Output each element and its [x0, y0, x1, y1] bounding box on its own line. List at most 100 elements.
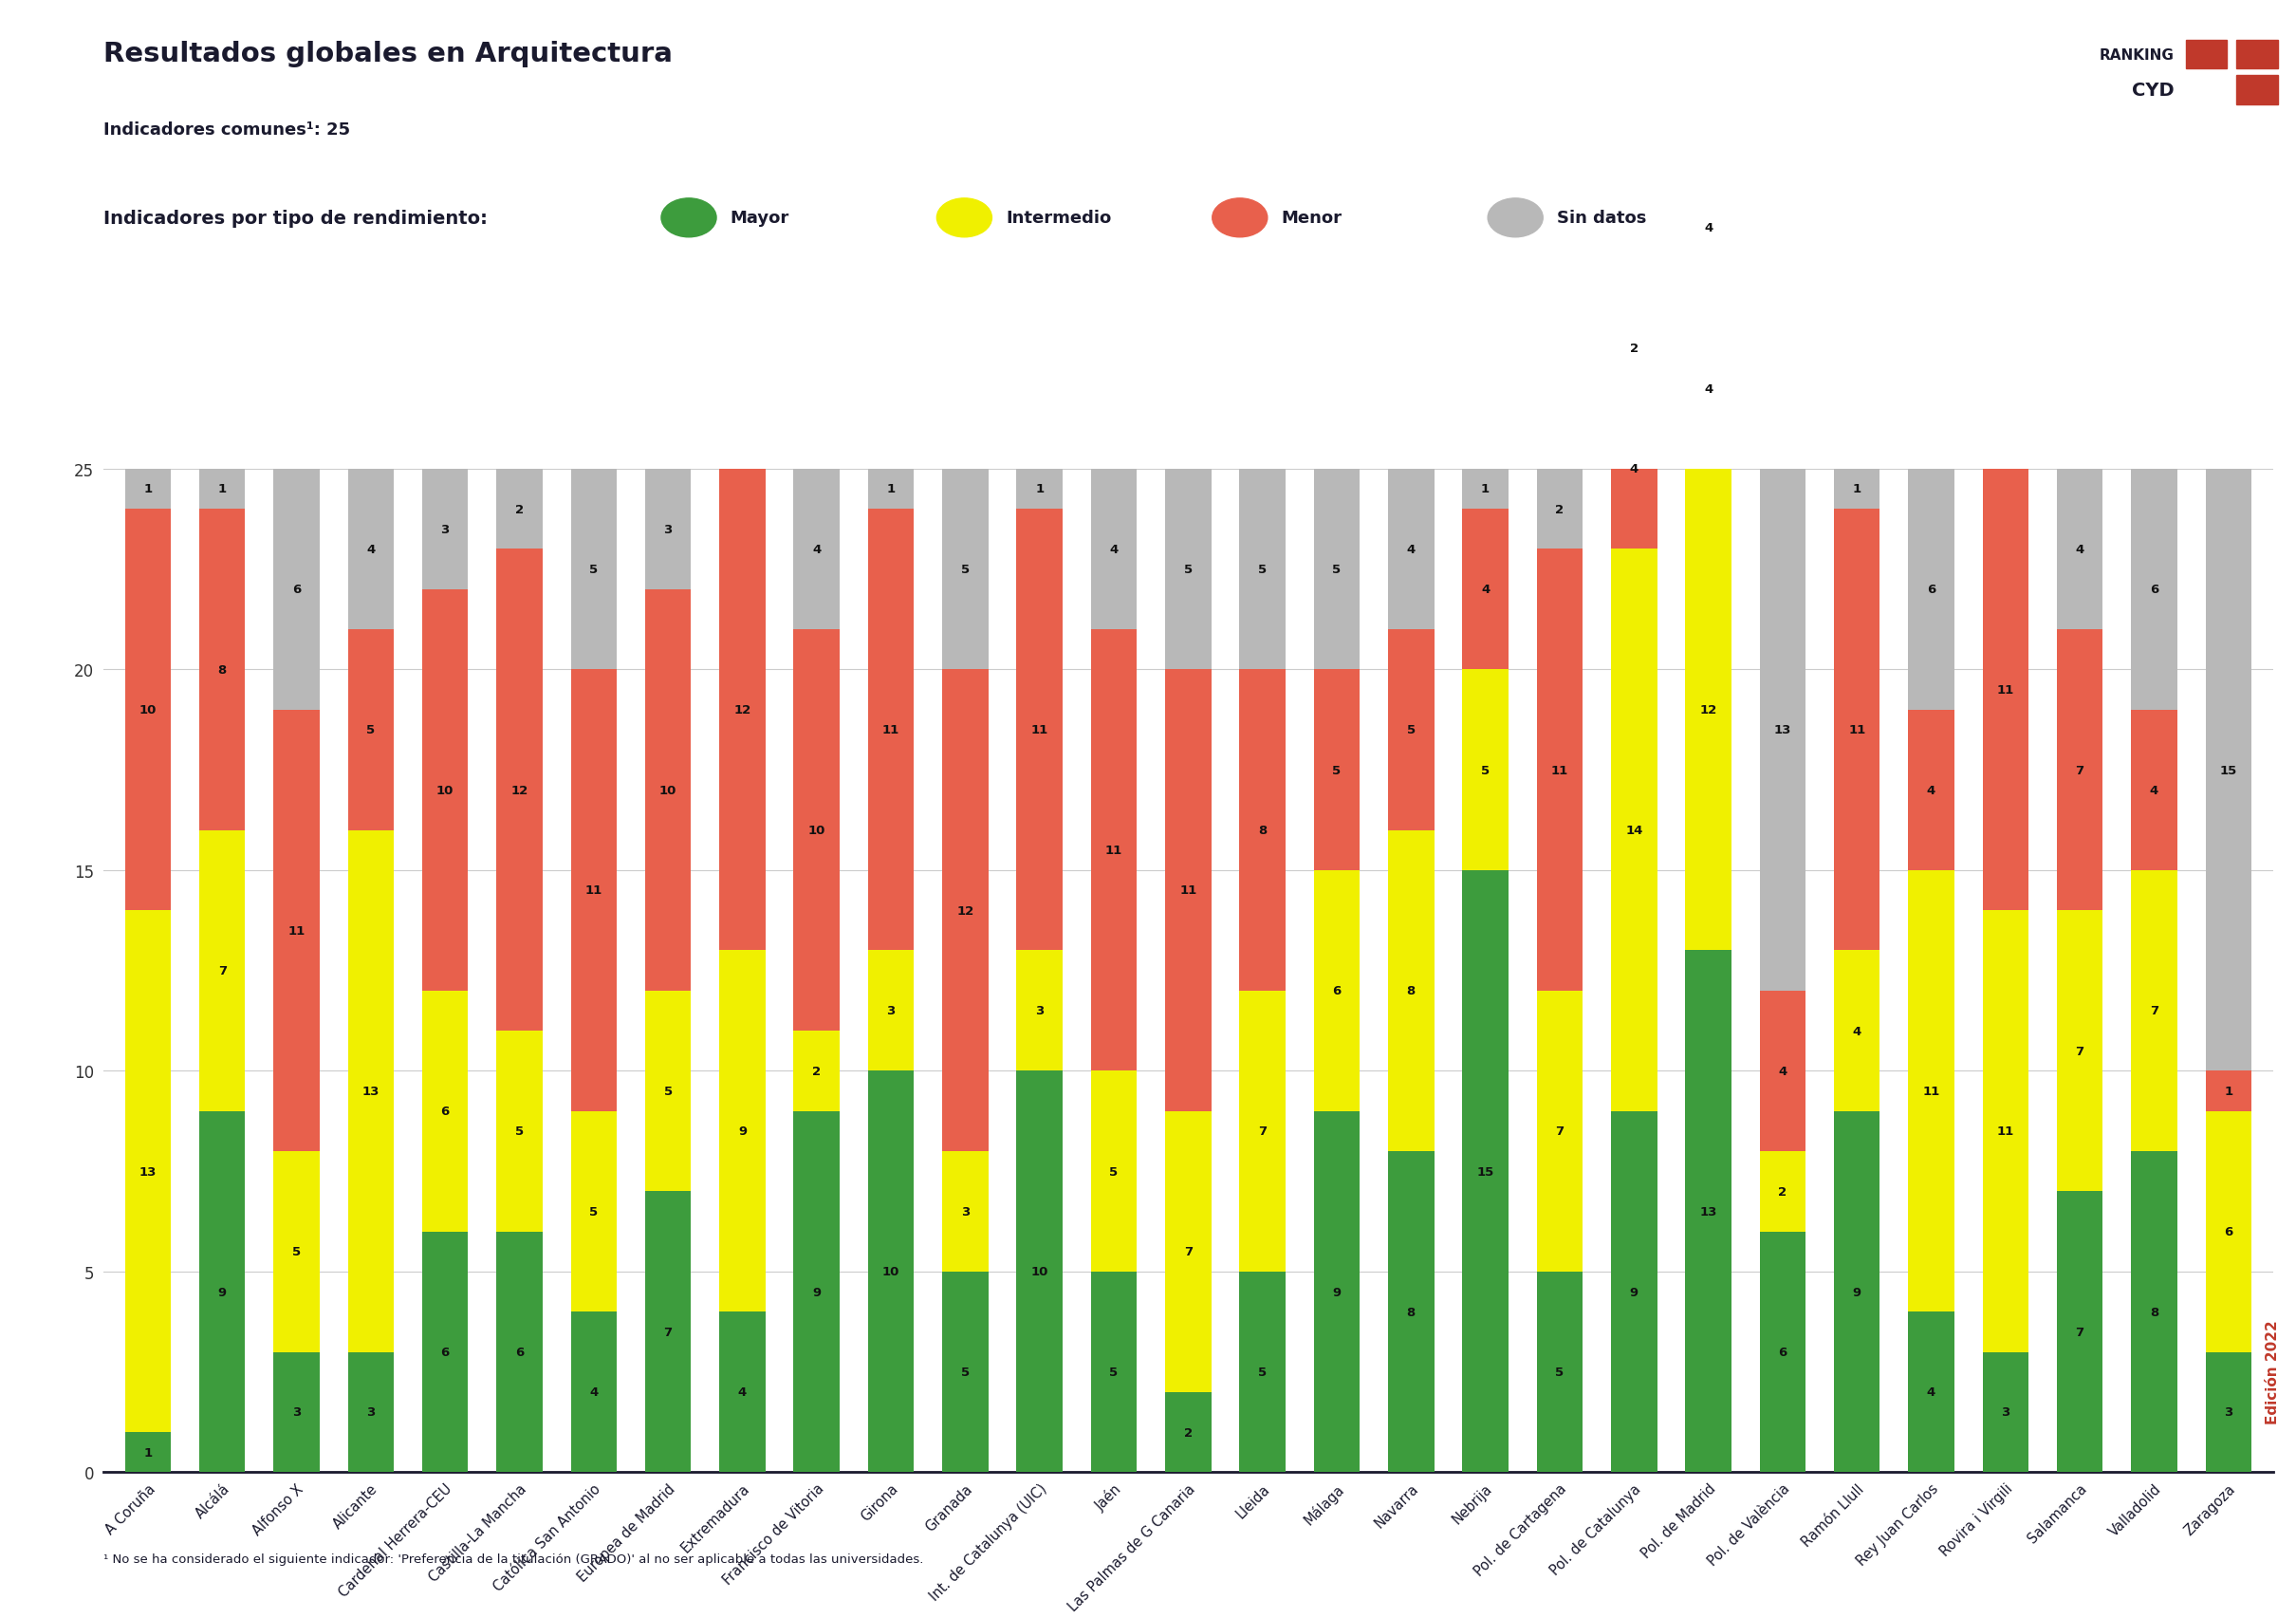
Text: 11: 11	[1031, 723, 1049, 736]
Bar	[273, 1152, 319, 1353]
Bar	[572, 1312, 618, 1472]
Text: 4: 4	[813, 544, 822, 555]
Text: Indicadores comunes¹: 25: Indicadores comunes¹: 25	[103, 121, 349, 139]
Text: 12: 12	[1699, 704, 1717, 717]
Text: 10: 10	[659, 785, 677, 796]
Bar	[1612, 388, 1658, 550]
Text: 2: 2	[813, 1065, 822, 1078]
Bar	[496, 469, 542, 550]
Text: 7: 7	[1185, 1246, 1192, 1257]
Text: 3: 3	[664, 523, 673, 536]
Text: Intermedio: Intermedio	[1006, 210, 1111, 227]
Text: CYD: CYD	[2133, 81, 2174, 100]
Bar	[1463, 469, 1508, 510]
Text: 4: 4	[367, 544, 374, 555]
Bar	[1685, 951, 1731, 1472]
Bar	[645, 589, 691, 990]
Text: 5: 5	[962, 563, 969, 576]
Text: 14: 14	[1626, 824, 1642, 837]
Text: 3: 3	[2002, 1406, 2009, 1419]
Text: 3: 3	[292, 1406, 301, 1419]
Bar	[422, 990, 468, 1231]
Text: 10: 10	[140, 704, 156, 717]
Bar	[1091, 1071, 1137, 1272]
Bar	[2057, 1191, 2103, 1472]
Bar	[496, 1231, 542, 1472]
Bar	[1536, 469, 1582, 550]
Text: 1: 1	[1035, 484, 1045, 495]
Text: 3: 3	[886, 1005, 895, 1018]
Bar	[422, 589, 468, 990]
Text: 12: 12	[510, 785, 528, 796]
Bar	[1759, 1231, 1805, 1472]
Bar	[1463, 510, 1508, 670]
Text: 4: 4	[1926, 785, 1936, 796]
Bar	[1612, 550, 1658, 1112]
Text: 4: 4	[1109, 544, 1118, 555]
Bar	[1908, 710, 1954, 870]
Text: 5: 5	[962, 1366, 969, 1379]
Bar	[1981, 911, 2030, 1353]
Bar	[2206, 1071, 2252, 1112]
Bar	[941, 1272, 987, 1472]
Text: 7: 7	[2076, 1045, 2085, 1057]
Text: 4: 4	[2076, 544, 2085, 555]
Bar	[1389, 629, 1435, 830]
Bar	[200, 1112, 246, 1472]
Text: 3: 3	[960, 1205, 969, 1218]
Bar	[347, 1353, 395, 1472]
Bar	[1759, 990, 1805, 1152]
Bar	[1164, 469, 1212, 670]
Text: 8: 8	[1407, 985, 1417, 997]
Text: 8: 8	[1258, 824, 1267, 837]
Bar	[2131, 870, 2177, 1152]
Bar	[124, 911, 170, 1432]
Bar	[1685, 469, 1731, 951]
Text: 13: 13	[140, 1165, 156, 1178]
Bar	[1908, 1312, 1954, 1472]
Text: 1: 1	[2225, 1086, 2232, 1097]
Text: 11: 11	[1848, 723, 1867, 736]
Text: 5: 5	[1407, 723, 1414, 736]
Text: 10: 10	[1031, 1265, 1049, 1278]
Bar	[273, 1353, 319, 1472]
Text: 11: 11	[1998, 684, 2014, 696]
Text: 1: 1	[886, 484, 895, 495]
Bar	[1240, 469, 1286, 670]
Bar	[273, 469, 319, 710]
Bar	[273, 710, 319, 1152]
Text: 2: 2	[1185, 1425, 1192, 1438]
Bar	[794, 1112, 840, 1472]
Text: ¹ No se ha considerado el siguiente indicador: 'Preferencia de la titulación (GR: ¹ No se ha considerado el siguiente indi…	[103, 1552, 923, 1565]
Text: 5: 5	[1332, 563, 1341, 576]
Bar	[200, 830, 246, 1112]
Text: 11: 11	[585, 885, 602, 896]
Bar	[1908, 870, 1954, 1312]
Text: 6: 6	[1926, 584, 1936, 595]
Text: 7: 7	[1258, 1125, 1267, 1137]
Text: 6: 6	[1332, 985, 1341, 997]
Bar	[719, 469, 765, 951]
Bar	[1908, 469, 1954, 710]
Text: 11: 11	[1922, 1086, 1940, 1097]
Bar	[1389, 469, 1435, 629]
Bar	[200, 469, 246, 510]
Bar	[1685, 309, 1731, 469]
Text: Resultados globales en Arquitectura: Resultados globales en Arquitectura	[103, 40, 673, 66]
Text: 3: 3	[1035, 1005, 1045, 1018]
Bar	[2057, 629, 2103, 911]
Bar	[1313, 469, 1359, 670]
Bar	[572, 469, 618, 670]
Text: 5: 5	[514, 1125, 523, 1137]
Text: 11: 11	[1104, 845, 1123, 856]
Bar	[1463, 670, 1508, 870]
Bar	[941, 1152, 987, 1272]
Bar	[2131, 710, 2177, 870]
Bar	[1981, 1353, 2030, 1472]
Text: RANKING: RANKING	[2099, 49, 2174, 61]
Bar	[2057, 469, 2103, 629]
Text: 6: 6	[2225, 1225, 2232, 1238]
Bar	[1389, 1152, 1435, 1472]
Text: 9: 9	[1332, 1286, 1341, 1298]
Bar	[794, 629, 840, 1031]
